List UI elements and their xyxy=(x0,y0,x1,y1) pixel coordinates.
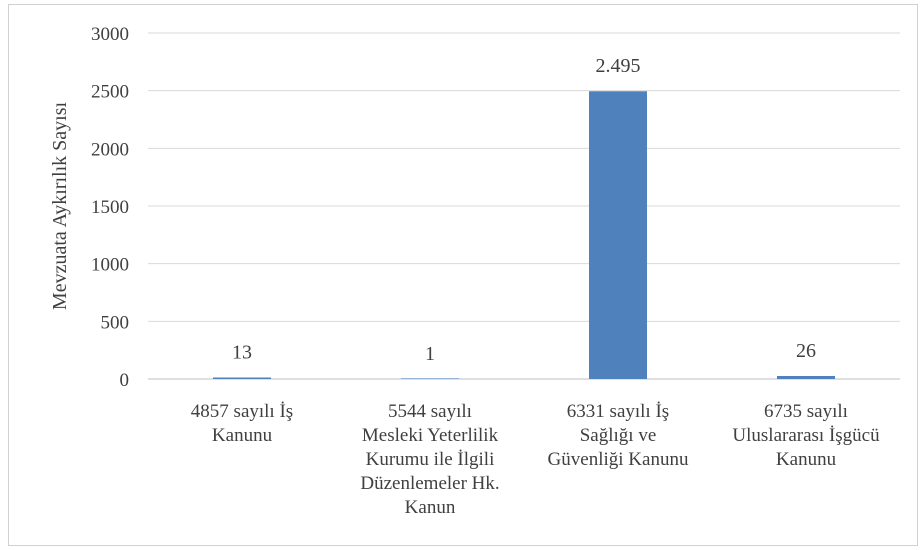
bar[interactable] xyxy=(589,91,647,379)
x-tick-label: 6331 sayılı İş Sağlığı ve Güvenliği Kanunu xyxy=(548,401,689,470)
y-tick-label: 1500 xyxy=(91,197,129,218)
data-label: 1 xyxy=(425,343,435,365)
y-tick-label: 1000 xyxy=(91,255,129,276)
chart-frame xyxy=(8,4,918,546)
y-tick-label: 2000 xyxy=(91,139,129,160)
bar[interactable] xyxy=(777,376,835,379)
x-tick-label: 5544 sayılı Mesleki Yeterlilik Kurumu ile … xyxy=(360,401,499,518)
y-tick-label: 500 xyxy=(101,312,130,333)
data-label: 26 xyxy=(796,340,816,362)
data-label: 2.495 xyxy=(596,55,641,77)
y-axis-title: Mevzuata Aykırılık Sayısı xyxy=(49,101,71,310)
data-label: 13 xyxy=(232,342,252,364)
x-tick-label: 6735 sayılı Uluslararası İşgücü Kanunu xyxy=(732,401,880,470)
bar[interactable] xyxy=(401,378,459,379)
y-tick-label: 0 xyxy=(120,370,130,391)
y-tick-label: 2500 xyxy=(91,82,129,103)
y-tick-label: 3000 xyxy=(91,24,129,45)
bar[interactable] xyxy=(213,377,271,379)
x-tick-label: 4857 sayılı İş Kanunu xyxy=(191,401,293,446)
